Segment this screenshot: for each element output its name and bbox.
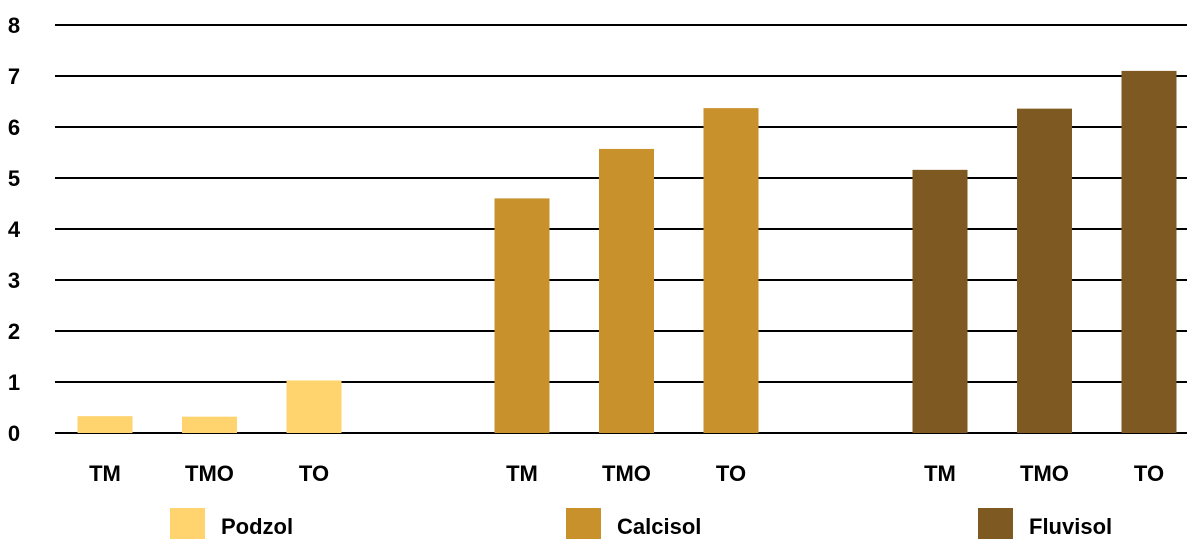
legend-swatch-fluvisol <box>978 508 1013 539</box>
bar-fluvisol-to <box>1121 70 1177 434</box>
x-category-label: TO <box>299 461 329 486</box>
x-category-label: TMO <box>1020 461 1069 486</box>
y-axis-tick-labels: 0 1 2 3 4 5 6 7 8 <box>8 13 21 446</box>
bar-fluvisol-tm <box>912 169 968 433</box>
x-category-label: TM <box>89 461 121 486</box>
x-category-label: TM <box>506 461 538 486</box>
legend-label-calcisol: Calcisol <box>617 514 701 539</box>
y-tick-label: 7 <box>8 64 20 89</box>
bar-podzol-to <box>286 380 342 433</box>
y-tick-label: 1 <box>8 370 20 395</box>
bars <box>77 70 1177 434</box>
bar-podzol-tmo <box>182 416 237 433</box>
bar-calcisol-tmo <box>599 148 654 433</box>
y-tick-label: 4 <box>8 217 21 242</box>
x-category-label: TO <box>1134 461 1164 486</box>
bar-calcisol-to <box>703 108 759 433</box>
legend-swatch-podzol <box>170 508 205 539</box>
x-category-label: TO <box>716 461 746 486</box>
y-tick-label: 3 <box>8 268 20 293</box>
y-tick-label: 0 <box>8 421 20 446</box>
y-tick-label: 6 <box>8 115 20 140</box>
y-tick-label: 8 <box>8 13 20 38</box>
y-tick-label: 2 <box>8 319 20 344</box>
legend-label-podzol: Podzol <box>221 514 293 539</box>
x-category-label: TMO <box>185 461 234 486</box>
legend: Podzol Calcisol Fluvisol <box>170 508 1112 539</box>
bar-fluvisol-tmo <box>1017 108 1072 433</box>
x-category-label: TM <box>924 461 956 486</box>
bar-calcisol-tm <box>494 198 550 433</box>
x-axis-category-labels: TM TMO TO TM TMO TO TM TMO TO <box>89 461 1164 486</box>
legend-swatch-calcisol <box>566 508 601 539</box>
x-category-label: TMO <box>602 461 651 486</box>
y-tick-label: 5 <box>8 166 20 191</box>
bar-podzol-tm <box>77 416 133 433</box>
legend-label-fluvisol: Fluvisol <box>1029 514 1112 539</box>
